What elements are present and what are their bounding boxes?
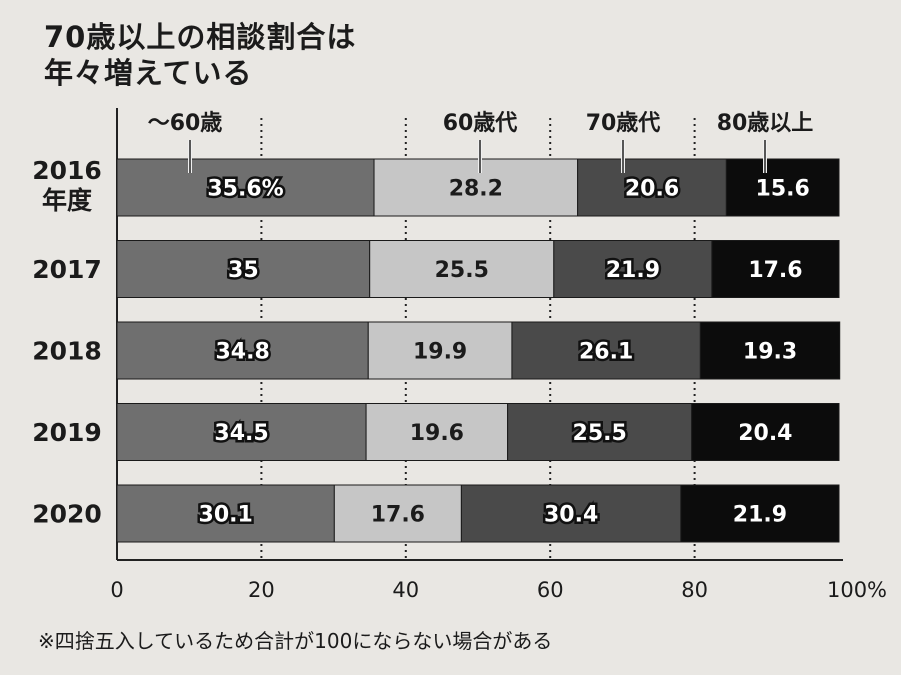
data-label: 30.4 [544, 503, 598, 528]
x-tick-label: 80 [681, 578, 708, 602]
legend-label: 70歳代 [586, 111, 661, 136]
data-label: 21.9 [606, 258, 660, 283]
chart-title-line-2: 年々増えている [44, 56, 253, 90]
data-label: 28.2 [449, 177, 503, 202]
data-label: 25.5 [573, 421, 627, 446]
bar-segment [365, 403, 509, 461]
data-label: 19.9 [413, 340, 467, 365]
data-label: 17.6 [371, 503, 425, 528]
x-tick-label: 60 [537, 578, 564, 602]
data-label: 17.6 [748, 258, 802, 283]
data-label: 35.6% [207, 177, 283, 202]
bar-segment [577, 158, 727, 217]
bar-segment [116, 403, 367, 461]
bar-segment [460, 484, 682, 543]
footnote: ※四捨五入しているため合計が100にならない場合がある [38, 629, 553, 653]
chart-title-line-1: 70歳以上の相談割合は [44, 20, 357, 54]
bar-segment [116, 484, 335, 543]
x-tick-label: 20 [248, 578, 275, 602]
legend-label: 〜60歳 [148, 111, 223, 136]
data-label: 26.1 [579, 340, 633, 365]
bar-segment [507, 403, 693, 461]
category-label: 年度 [42, 186, 92, 215]
bar-segment [373, 158, 579, 217]
bar-segment [725, 158, 840, 217]
data-label: 15.6 [756, 177, 810, 202]
legend-label: 80歳以上 [717, 111, 814, 136]
bar-segment [691, 403, 840, 461]
data-label: 20.4 [738, 421, 792, 446]
data-label: 34.5 [214, 421, 268, 446]
x-tick-label: 100% [827, 578, 887, 602]
data-label: 19.6 [410, 421, 464, 446]
data-label: 25.5 [435, 258, 489, 283]
data-label: 19.3 [743, 340, 797, 365]
bar-segment [116, 321, 369, 380]
category-label: 2016 [32, 156, 102, 185]
data-label: 34.8 [215, 340, 269, 365]
bar-segment [699, 321, 841, 380]
bar-segment [369, 240, 555, 298]
bar-segment [116, 240, 371, 298]
category-label: 2020 [32, 500, 102, 529]
legend-label: 60歳代 [443, 111, 518, 136]
data-label: 20.6 [625, 177, 679, 202]
data-label: 35 [228, 258, 259, 283]
data-label: 30.1 [199, 503, 253, 528]
bar-segment [711, 240, 840, 298]
bar-segment [680, 484, 840, 543]
bar-segment [333, 484, 462, 543]
x-tick-label: 0 [110, 578, 123, 602]
category-label: 2019 [32, 418, 102, 447]
bar-segment [116, 158, 375, 217]
bar-segment [367, 321, 513, 380]
data-label: 21.9 [733, 503, 787, 528]
x-tick-label: 40 [392, 578, 419, 602]
category-label: 2017 [32, 255, 102, 284]
category-label: 2018 [32, 337, 102, 366]
